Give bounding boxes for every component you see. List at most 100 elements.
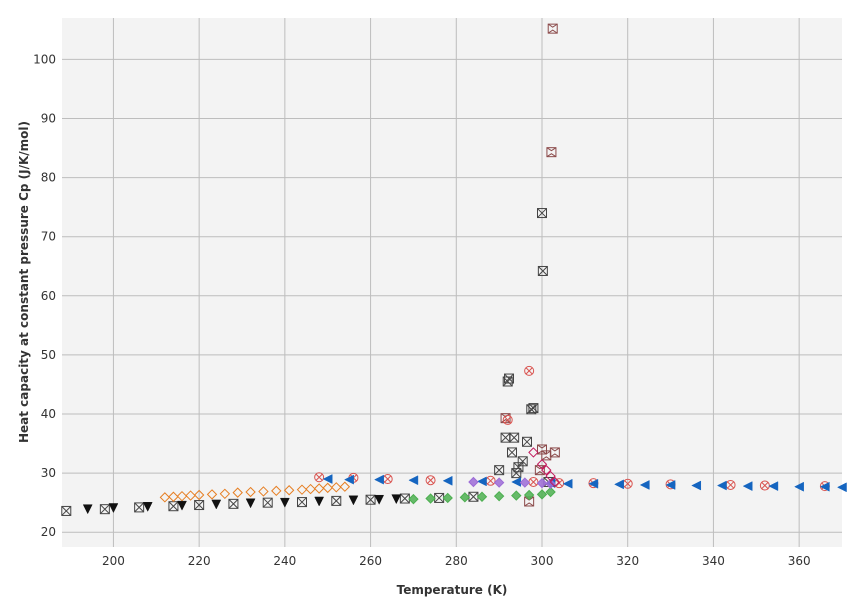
y-tick-label: 20 [41,525,56,539]
data-point [245,486,256,498]
data-point [82,504,93,515]
data-point [108,503,119,514]
y-tick-label: 50 [41,348,56,362]
x-axis-ticks: 200 220 240 260 280 300 320 340 360 [102,554,811,568]
data-point [545,478,556,489]
data-point [562,478,573,489]
y-axis-title: Heat capacity at constant pressure Cp (J… [17,121,31,443]
x-tick-label: 220 [188,554,211,568]
data-point [493,477,505,488]
data-point [283,485,295,496]
data-point [258,486,269,497]
data-point [493,490,505,502]
data-point [476,491,488,502]
data-point [665,480,676,490]
data-point [313,483,325,494]
x-tick-label: 340 [702,554,725,568]
y-tick-label: 60 [41,289,56,303]
data-point [391,494,402,505]
data-point [549,447,560,458]
data-point [211,499,222,510]
y-tick-label: 100 [33,52,56,66]
data-point [134,502,145,513]
data-points [61,23,847,516]
data-point [836,482,847,493]
data-point [468,476,479,488]
y-tick-label: 90 [41,111,56,125]
data-point [193,489,205,501]
data-point [716,480,727,491]
data-point [142,502,153,512]
x-tick-label: 280 [445,554,468,568]
data-point [517,456,528,467]
data-point [614,479,624,490]
data-point [322,474,333,484]
data-point [99,504,110,515]
data-point [546,147,557,158]
data-point [408,475,419,486]
data-point [742,481,753,492]
x-tick-label: 300 [531,554,554,568]
data-point [425,475,436,486]
y-tick-label: 30 [41,466,56,480]
data-point [374,494,385,505]
data-point [536,489,548,500]
data-point [541,464,552,476]
data-point [524,365,535,376]
data-point [528,403,539,414]
x-tick-label: 320 [616,554,639,568]
x-tick-label: 260 [359,554,382,568]
data-point [794,481,804,492]
data-point [314,496,325,507]
data-point [176,490,188,502]
data-point [545,486,556,498]
data-point [425,493,436,504]
data-point [185,490,196,501]
x-axis-title: Temperature (K) [397,583,508,597]
data-point [511,468,522,479]
data-point [331,482,342,493]
data-point [177,500,187,511]
data-point [296,484,308,495]
x-tick-label: 200 [102,554,125,568]
data-point [245,498,256,509]
data-point [279,497,290,508]
data-point [271,485,282,497]
y-tick-label: 80 [41,171,56,185]
data-point [502,414,513,425]
data-point [442,492,453,504]
data-point [494,465,505,476]
data-point [639,480,650,490]
data-point [768,481,779,492]
data-point [507,447,517,458]
data-point [588,478,599,489]
x-tick-label: 360 [788,554,811,568]
data-point [219,488,231,500]
x-tick-label: 240 [273,554,296,568]
data-point [509,432,520,443]
data-point [232,487,243,498]
data-point [537,265,548,276]
data-point [545,470,556,482]
data-point [168,491,179,502]
data-point [322,482,333,494]
data-point [528,447,539,458]
data-point [297,497,307,508]
data-point [819,481,830,492]
data-point [536,477,548,489]
data-point [374,474,384,485]
data-point [691,480,702,491]
data-point [534,465,545,476]
data-point [523,489,535,501]
data-point [759,480,770,491]
data-point [442,475,453,486]
data-point [511,490,522,501]
data-point [305,483,316,495]
data-point [159,492,171,503]
y-tick-label: 70 [41,230,56,244]
y-tick-label: 40 [41,407,56,421]
y-axis-ticks: 20 30 40 50 60 70 80 90 100 [33,52,56,539]
data-point [314,472,325,483]
data-point [408,493,419,505]
